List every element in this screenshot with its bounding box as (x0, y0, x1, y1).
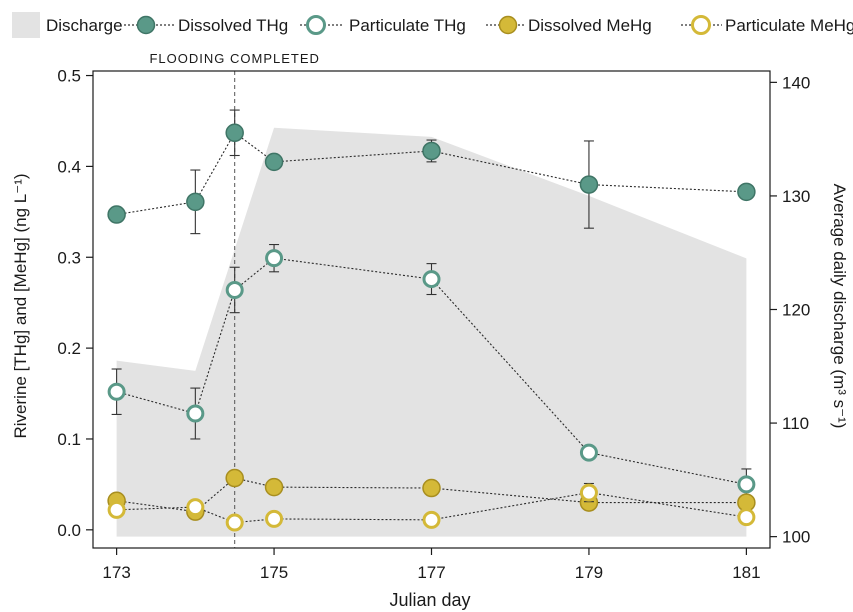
legend-discharge-label: Discharge (46, 16, 123, 35)
flooding-label: FLOODING COMPLETED (149, 51, 319, 66)
x-tick-label: 181 (732, 563, 760, 582)
legend-discharge-swatch (12, 12, 40, 38)
data-point (225, 123, 244, 143)
y-left-tick-label: 0.5 (57, 67, 81, 86)
data-point (225, 513, 244, 532)
series-0 (107, 109, 756, 235)
data-point (737, 508, 756, 527)
data-point (107, 205, 126, 224)
y-left-tick-label: 0.1 (57, 430, 81, 449)
series-3 (107, 482, 756, 532)
data-point (422, 141, 441, 161)
data-point (422, 478, 441, 498)
data-point (422, 270, 441, 289)
x-tick-label: 175 (260, 563, 288, 582)
x-axis-title: Julian day (389, 590, 470, 610)
legend-label-3: Particulate MeHg (725, 16, 853, 35)
data-point (737, 182, 756, 202)
legend-marker-0 (136, 15, 156, 35)
y-axis-left-title: Riverine [THg] and [MeHg] (ng L⁻¹) (11, 173, 30, 438)
data-point (579, 443, 598, 462)
x-tick-label: 173 (102, 563, 130, 582)
data-point (264, 477, 284, 497)
data-point (225, 468, 244, 488)
data-point (422, 510, 441, 529)
discharge-layer (116, 127, 747, 537)
legend-marker-2 (498, 15, 518, 35)
legend-marker-1 (306, 15, 326, 35)
y-left-tick-label: 0.3 (57, 248, 81, 267)
data-point (225, 280, 244, 299)
y-right-tick-label: 140 (782, 73, 810, 92)
series-1 (107, 243, 756, 501)
legend-label-1: Particulate THg (349, 16, 466, 35)
legend-marker-3 (691, 15, 711, 35)
legend-label-2: Dissolved MeHg (528, 16, 652, 35)
data-point (737, 475, 756, 494)
y-left-tick-label: 0.4 (57, 157, 81, 176)
data-point (186, 498, 205, 517)
y-right-tick-label: 130 (782, 187, 810, 206)
legend-label-0: Dissolved THg (178, 16, 288, 35)
y-left-tick-label: 0.2 (57, 339, 81, 358)
y-right-tick-label: 120 (782, 301, 810, 320)
discharge-area (116, 127, 747, 537)
data-point (186, 192, 205, 212)
y-right-tick-label: 100 (782, 528, 810, 547)
data-point (186, 404, 205, 423)
y-axis-right-title: Average daily discharge (m³ s⁻¹) (830, 184, 849, 429)
data-point (579, 175, 599, 194)
data-point (265, 509, 284, 528)
data-point (579, 483, 598, 502)
legend: Discharge Dissolved THg Particulate THg … (12, 12, 853, 38)
series-layer (107, 109, 756, 532)
x-tick-label: 179 (575, 563, 603, 582)
data-point (264, 152, 284, 172)
data-point (265, 249, 284, 268)
data-point (107, 382, 126, 401)
y-left-tick-label: 0.0 (57, 521, 81, 540)
axes-layer: 173 175 177 179 181 0.0 0.1 0.2 0.3 0.4 0.5 100 110 1… (57, 67, 810, 582)
data-point (107, 500, 126, 519)
y-right-tick-label: 110 (782, 414, 809, 433)
x-tick-label: 177 (417, 563, 445, 582)
